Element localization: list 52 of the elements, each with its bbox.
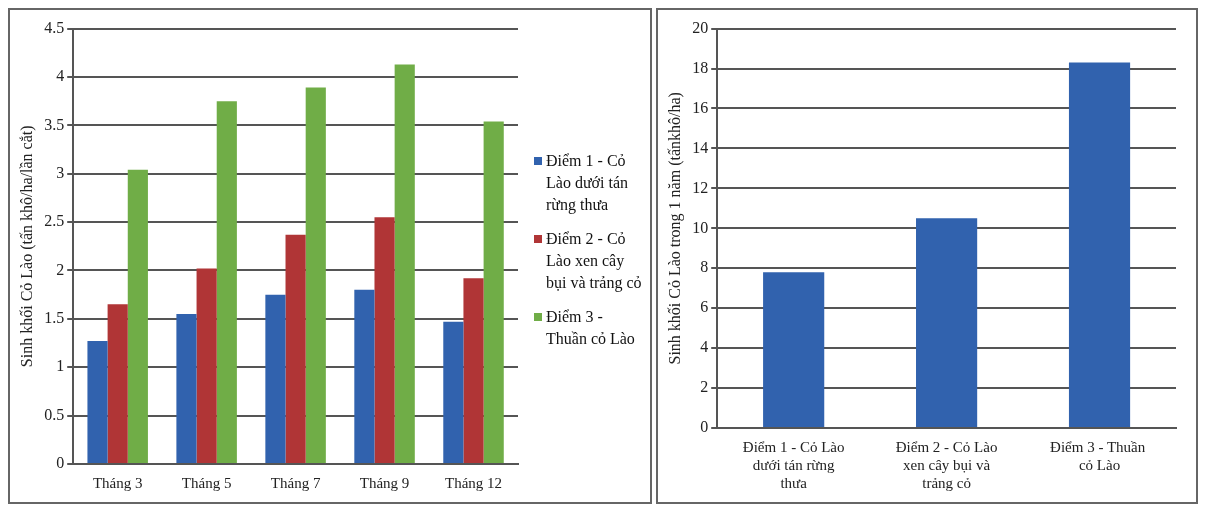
bar [354, 289, 375, 463]
bar [176, 314, 197, 463]
y-tick-label: 10 [692, 218, 709, 236]
x-tick-label: Tháng 9 [359, 474, 410, 491]
x-tick-label: Tháng 3 [92, 474, 143, 491]
x-tick-label: Điểm 2 - Cỏ Lào xen cây bụi và trảng cỏ [895, 438, 998, 491]
bar [916, 218, 978, 427]
y-tick-label: 18 [692, 58, 709, 76]
bar [305, 87, 326, 463]
bar [216, 101, 237, 463]
x-tick-label: Điểm 3 - Thuần cỏ Lào [1050, 438, 1149, 473]
bar [87, 341, 108, 463]
legend-label: Điểm 1 - Cỏ Lào dưới tán rừng thưa [546, 151, 629, 216]
y-axis-title: Sinh khối Cỏ Lào (tấn khô/ha/lần cắt) [17, 125, 36, 368]
x-tick-label: Tháng 12 [444, 474, 503, 491]
y-axis-title: Sinh khối Cỏ Lào trong 1 năm (tấnkhô/ha) [665, 92, 684, 365]
y-tick-label: 3.5 [44, 115, 65, 133]
x-tick-label: Tháng 7 [270, 474, 321, 491]
y-tick-label: 0 [56, 454, 65, 472]
y-tick-label: 2.5 [44, 212, 65, 230]
bar [763, 272, 825, 427]
bar [285, 234, 306, 463]
bar [463, 278, 484, 463]
y-tick-label: 4 [700, 338, 709, 356]
x-tick-label: Điểm 1 - Cỏ Lào dưới tán rừng thưa [742, 438, 845, 491]
y-tick-label: 4.5 [44, 18, 65, 36]
y-tick-label: 14 [692, 138, 709, 156]
legend-label: Điểm 3 - Thuần cỏ Lào [546, 307, 636, 349]
y-tick-label: 12 [692, 178, 709, 196]
bar [1068, 62, 1131, 427]
y-tick-label: 16 [692, 98, 709, 116]
y-tick-label: 2 [56, 260, 65, 278]
y-tick-label: 3 [56, 163, 65, 181]
bar [265, 294, 286, 463]
bar [443, 321, 464, 463]
y-tick-label: 8 [700, 258, 709, 276]
bar [374, 217, 395, 463]
x-tick-label: Tháng 5 [181, 474, 232, 491]
y-tick-label: 1 [56, 357, 65, 375]
y-tick-label: 4 [56, 67, 65, 85]
y-tick-label: 2 [700, 378, 709, 396]
y-tick-label: 6 [700, 298, 709, 316]
y-tick-label: 1.5 [44, 309, 65, 327]
y-tick-label: 0.5 [44, 405, 65, 423]
bar [127, 169, 148, 463]
bar [107, 304, 128, 463]
legend-label: Điểm 2 - Cỏ Lào xen cây bụi và trảng cỏ [546, 229, 643, 294]
bar [196, 268, 217, 463]
y-tick-label: 20 [692, 18, 709, 36]
bar [483, 121, 504, 463]
bar [394, 64, 415, 463]
y-tick-label: 0 [700, 418, 709, 436]
